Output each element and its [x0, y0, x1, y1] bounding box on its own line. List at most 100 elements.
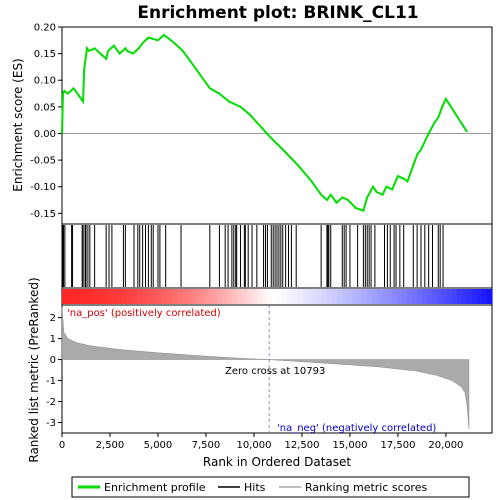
colorbar-cell [122, 289, 128, 304]
es-axis-title: Enrichment score (ES) [11, 58, 25, 191]
colorbar-cell [72, 289, 78, 304]
es-tick-label: 0.00 [34, 129, 56, 140]
colorbar-cell [432, 289, 438, 304]
colorbar-cell [327, 289, 333, 304]
colorbar-cell [172, 289, 178, 304]
colorbar-cell [277, 289, 283, 304]
es-tick-label: 0.10 [34, 76, 56, 87]
hits-panel [61, 223, 493, 289]
colorbar-cell [162, 289, 168, 304]
x-axis-title: Rank in Ordered Dataset [203, 455, 351, 469]
colorbar-cell [457, 289, 463, 304]
colorbar-cell [282, 289, 288, 304]
colorbar-cell [377, 289, 383, 304]
x-tick-label: 10,000 [236, 440, 271, 451]
colorbar-cell [87, 289, 93, 304]
colorbar-cell [452, 289, 458, 304]
colorbar-cell [177, 289, 183, 304]
colorbar-cell [247, 289, 253, 304]
x-tick-label: 0 [59, 440, 65, 451]
colorbar-cell [427, 289, 433, 304]
x-tick-label: 5,000 [144, 440, 173, 451]
colorbar-cell [257, 289, 263, 304]
es-frame [61, 26, 493, 225]
colorbar-cell [302, 289, 308, 304]
colorbar-cell [117, 289, 123, 304]
colorbar-cell [187, 289, 193, 304]
colorbar-cell [112, 289, 118, 304]
metric-tick-label: 0 [50, 355, 56, 366]
es-axis: 0.20 0.15 0.10 0.05 0.00 -0.05 -0.10 -0.15 [30, 23, 62, 220]
colorbar-cell [422, 289, 428, 304]
ranking-metric-area [61, 307, 470, 429]
es-tick-label: 0.20 [34, 23, 56, 34]
colorbar-cell [482, 289, 488, 304]
colorbar-cell [487, 289, 493, 304]
colorbar-cell [287, 289, 293, 304]
colorbar-cell [332, 289, 338, 304]
colorbar-cell [132, 289, 138, 304]
x-tick-label: 17,500 [380, 440, 415, 451]
colorbar-cell [362, 289, 368, 304]
colorbar-cell [317, 289, 323, 304]
x-tick-label: 20,000 [428, 440, 463, 451]
pos-label: 'na_pos' (positively correlated) [67, 308, 221, 319]
x-tick-label: 2,500 [96, 440, 125, 451]
colorbar-cell [207, 289, 213, 304]
colorbar-cell [67, 289, 73, 304]
es-panel: 0.20 0.15 0.10 0.05 0.00 -0.05 -0.10 -0.15 Enri… [11, 23, 493, 225]
colorbar-cell [77, 289, 83, 304]
colorbar-cell [232, 289, 238, 304]
colorbar-cell [222, 289, 228, 304]
colorbar-cell [372, 289, 378, 304]
colorbar-cell [402, 289, 408, 304]
colorbar-cell [227, 289, 233, 304]
colorbar-cell [152, 289, 158, 304]
colorbar-cell [312, 289, 318, 304]
metric-axis: 2 1 0 -1 -2 -3 [46, 313, 62, 429]
es-tick-label: -0.10 [30, 182, 56, 193]
colorbar-cell [397, 289, 403, 304]
x-tick-label: 12,500 [284, 440, 319, 451]
colorbar-cell [157, 289, 163, 304]
colorbar-cell [322, 289, 328, 304]
x-tick-label: 7,500 [192, 440, 221, 451]
metric-tick-label: 1 [50, 334, 56, 345]
colorbar-cell [142, 289, 148, 304]
chart-title: Enrichment plot: BRINK_CL11 [137, 3, 418, 23]
colorbar-cell [147, 289, 153, 304]
colorbar-cell [462, 289, 468, 304]
colorbar-cell [347, 289, 353, 304]
colorbar-cell [262, 289, 268, 304]
colorbar-cell [82, 289, 88, 304]
metric-tick-label: -2 [46, 397, 56, 408]
enrichment-profile-line [61, 33, 468, 212]
colorbar-cell [217, 289, 223, 304]
colorbar-cell [437, 289, 443, 304]
colorbar-cell [387, 289, 393, 304]
x-tick-label: 15,000 [332, 440, 367, 451]
legend-label-metric: Ranking metric scores [305, 481, 427, 494]
colorbar-cell [467, 289, 473, 304]
colorbar-cell [412, 289, 418, 304]
metric-tick-label: -3 [46, 418, 56, 429]
colorbar-cell [102, 289, 108, 304]
legend-label-profile: Enrichment profile [104, 481, 206, 494]
colorbar-cell [442, 289, 448, 304]
colorbar-cell [337, 289, 343, 304]
colorbar-cell [307, 289, 313, 304]
metric-tick-label: 2 [50, 313, 56, 324]
colorbar-cell [417, 289, 423, 304]
colorbar-cell [252, 289, 258, 304]
colorbar-cell [97, 289, 103, 304]
es-tick-label: 0.05 [34, 102, 56, 113]
colorbar-cell [237, 289, 243, 304]
colorbar-cell [392, 289, 398, 304]
colorbar-cell [447, 289, 453, 304]
colorbar-cell [382, 289, 388, 304]
es-tick-label: 0.15 [34, 49, 56, 60]
hit-marks [62, 225, 444, 287]
colorbar-cell [272, 289, 278, 304]
colorbar-cell [292, 289, 298, 304]
zero-cross-label: Zero cross at 10793 [225, 366, 325, 377]
